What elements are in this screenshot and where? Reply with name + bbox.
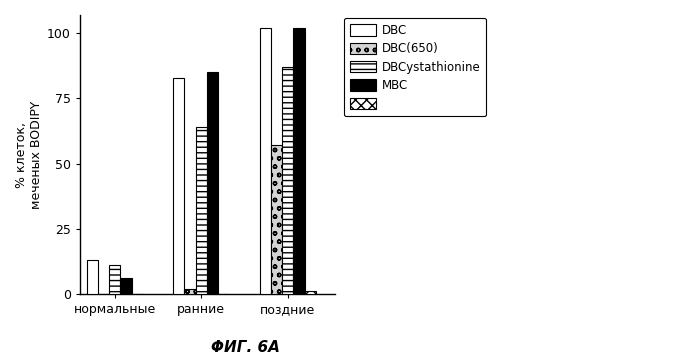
Bar [195,127,206,294]
Text: ΦИГ. 6A: ΦИГ. 6A [211,340,279,355]
Bar [109,265,120,294]
Bar [304,292,316,294]
Bar [173,78,184,294]
Bar [293,28,304,294]
Bar [206,72,218,294]
Bar [87,260,98,294]
Legend: DBC, DBC(650), DBCystathionine, MBC, : DBC, DBC(650), DBCystathionine, MBC, [344,18,486,116]
Y-axis label: % клеток,
меченых BODIPY: % клеток, меченых BODIPY [15,100,43,209]
Bar [271,145,282,294]
Bar [260,28,271,294]
Bar [184,289,195,294]
Bar [282,67,293,294]
Bar [120,278,132,294]
